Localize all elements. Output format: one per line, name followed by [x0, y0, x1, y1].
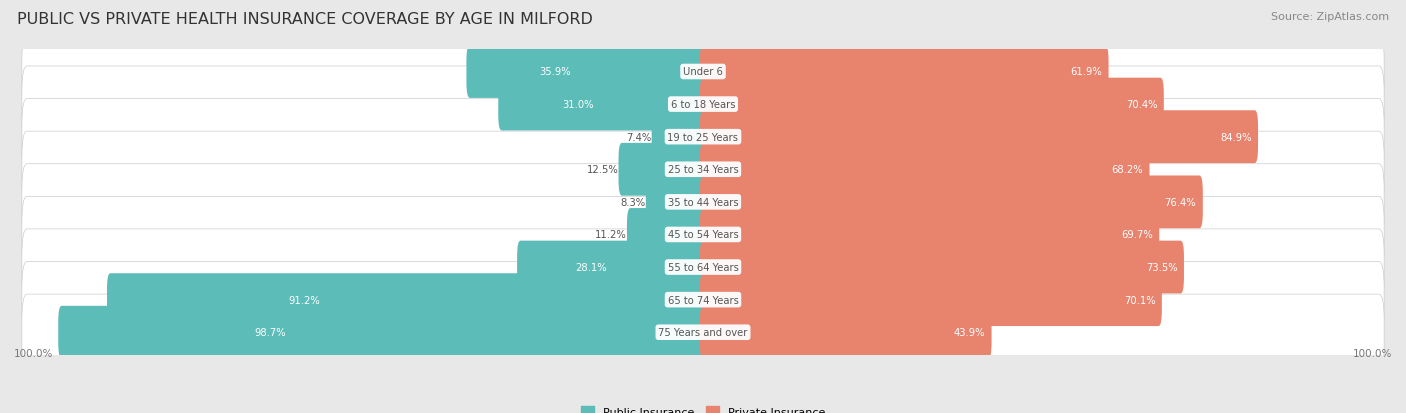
FancyBboxPatch shape	[700, 78, 1164, 131]
Text: 35 to 44 Years: 35 to 44 Years	[668, 197, 738, 207]
FancyBboxPatch shape	[107, 273, 706, 326]
FancyBboxPatch shape	[700, 111, 1258, 164]
FancyBboxPatch shape	[517, 241, 706, 294]
FancyBboxPatch shape	[651, 111, 706, 164]
Text: 84.9%: 84.9%	[1220, 132, 1251, 142]
Text: 65 to 74 Years: 65 to 74 Years	[668, 295, 738, 305]
FancyBboxPatch shape	[700, 46, 1108, 99]
FancyBboxPatch shape	[700, 241, 1184, 294]
FancyBboxPatch shape	[22, 229, 1384, 306]
FancyBboxPatch shape	[22, 294, 1384, 370]
Text: 19 to 25 Years: 19 to 25 Years	[668, 132, 738, 142]
Text: 69.7%: 69.7%	[1121, 230, 1153, 240]
Text: 45 to 54 Years: 45 to 54 Years	[668, 230, 738, 240]
FancyBboxPatch shape	[22, 197, 1384, 273]
Text: Under 6: Under 6	[683, 67, 723, 77]
FancyBboxPatch shape	[58, 306, 706, 359]
FancyBboxPatch shape	[22, 164, 1384, 240]
Text: 35.9%: 35.9%	[540, 67, 571, 77]
FancyBboxPatch shape	[22, 67, 1384, 143]
FancyBboxPatch shape	[22, 99, 1384, 176]
Text: 98.7%: 98.7%	[254, 328, 285, 337]
Text: 73.5%: 73.5%	[1146, 262, 1177, 273]
Text: 7.4%: 7.4%	[627, 132, 651, 142]
FancyBboxPatch shape	[619, 144, 706, 196]
Text: 55 to 64 Years: 55 to 64 Years	[668, 262, 738, 273]
FancyBboxPatch shape	[22, 132, 1384, 208]
Legend: Public Insurance, Private Insurance: Public Insurance, Private Insurance	[581, 406, 825, 413]
Text: 8.3%: 8.3%	[620, 197, 645, 207]
FancyBboxPatch shape	[700, 144, 1150, 196]
Text: 91.2%: 91.2%	[288, 295, 319, 305]
FancyBboxPatch shape	[22, 34, 1384, 110]
FancyBboxPatch shape	[700, 273, 1161, 326]
Text: 28.1%: 28.1%	[575, 262, 607, 273]
Text: 25 to 34 Years: 25 to 34 Years	[668, 165, 738, 175]
FancyBboxPatch shape	[627, 209, 706, 261]
Text: 68.2%: 68.2%	[1111, 165, 1143, 175]
Text: Source: ZipAtlas.com: Source: ZipAtlas.com	[1271, 12, 1389, 22]
Text: 6 to 18 Years: 6 to 18 Years	[671, 100, 735, 110]
FancyBboxPatch shape	[22, 262, 1384, 338]
Text: 31.0%: 31.0%	[562, 100, 593, 110]
Text: 70.1%: 70.1%	[1123, 295, 1156, 305]
FancyBboxPatch shape	[700, 209, 1160, 261]
Text: 43.9%: 43.9%	[953, 328, 986, 337]
FancyBboxPatch shape	[700, 176, 1202, 229]
Text: 12.5%: 12.5%	[586, 165, 619, 175]
Text: 76.4%: 76.4%	[1164, 197, 1197, 207]
FancyBboxPatch shape	[645, 176, 706, 229]
Text: 100.0%: 100.0%	[1353, 349, 1392, 358]
Text: 61.9%: 61.9%	[1070, 67, 1102, 77]
FancyBboxPatch shape	[467, 46, 706, 99]
FancyBboxPatch shape	[498, 78, 706, 131]
Text: 100.0%: 100.0%	[14, 349, 53, 358]
Text: 70.4%: 70.4%	[1126, 100, 1157, 110]
Text: 11.2%: 11.2%	[595, 230, 627, 240]
Text: 75 Years and over: 75 Years and over	[658, 328, 748, 337]
FancyBboxPatch shape	[700, 306, 991, 359]
Text: PUBLIC VS PRIVATE HEALTH INSURANCE COVERAGE BY AGE IN MILFORD: PUBLIC VS PRIVATE HEALTH INSURANCE COVER…	[17, 12, 593, 27]
